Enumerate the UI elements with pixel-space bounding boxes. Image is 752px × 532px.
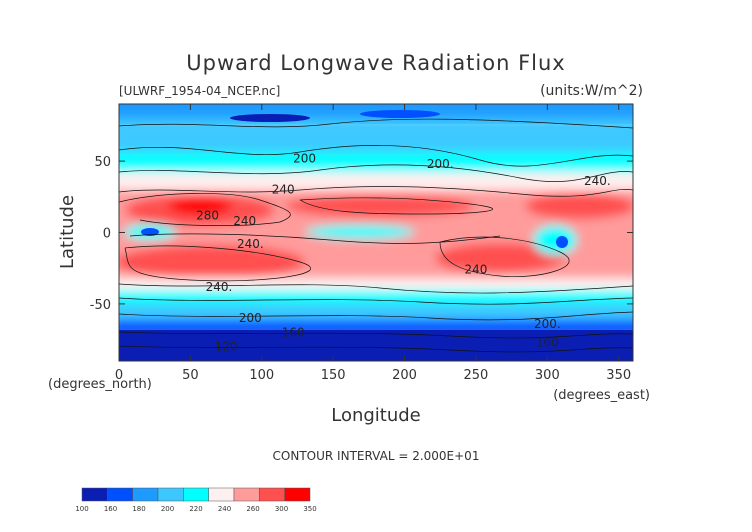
contour-label: 200 <box>239 311 262 325</box>
colorbar-tick-label: 160 <box>104 505 117 513</box>
x-unit-label: (degrees_east) <box>553 388 650 403</box>
contour-label: 200 <box>293 151 316 165</box>
colorbar-swatch <box>284 487 311 502</box>
colorbar-swatch <box>157 487 184 502</box>
contour-label-group: 200 200. 240 240. 280 240 240. 240 240. 200 160 120… <box>196 151 611 353</box>
contour-label: 160 <box>282 325 305 339</box>
x-tick-label: 50 <box>182 368 199 383</box>
hot-south-central <box>435 243 565 273</box>
colorbar-swatch <box>81 487 108 502</box>
contour-line <box>119 144 633 167</box>
contour-label: 240 <box>233 214 256 228</box>
band-south-sub <box>119 278 633 292</box>
x-axis: 0 50 100 150 200 250 300 350 <box>115 104 631 383</box>
contour-line <box>129 233 501 244</box>
y-unit-label: (degrees_north) <box>48 377 152 392</box>
colorbar-tick-label: 260 <box>246 505 259 513</box>
contour-lines <box>119 118 633 353</box>
x-tick-label: 200 <box>392 368 417 383</box>
hot-core-north <box>168 197 232 215</box>
x-tick-label: 150 <box>321 368 346 383</box>
hot-pacific-east <box>525 193 633 219</box>
contour-label: 240 <box>272 183 295 197</box>
contour-line <box>119 193 291 226</box>
cool-equator-east <box>533 225 577 255</box>
contour-line <box>124 245 311 282</box>
x-tick-label: 300 <box>535 368 560 383</box>
cold-spot-equator-east <box>556 236 568 248</box>
band-south-cyan <box>119 290 633 306</box>
colorbar-tick-label: 240 <box>218 505 231 513</box>
contour-label: 200. <box>534 317 561 331</box>
cold-spot-equator <box>141 228 159 236</box>
contour-line <box>119 283 633 294</box>
colorbar-swatch <box>107 487 133 502</box>
x-tick-label: 350 <box>606 368 631 383</box>
units-label: (units:W/m^2) <box>540 83 643 99</box>
colorbar-swatch <box>208 487 235 502</box>
contour-line <box>299 197 493 215</box>
cool-equator-centre <box>305 225 415 239</box>
contour-line <box>119 297 633 305</box>
colorbar-tick-label: 100 <box>75 505 88 513</box>
contour-label: 240. <box>237 237 264 251</box>
y-tick-label: 0 <box>103 227 111 242</box>
contour-label: 280 <box>196 208 219 222</box>
colorbar-swatch <box>183 487 209 502</box>
colorbar-swatch <box>233 487 260 502</box>
contour-label: 160 <box>536 335 559 349</box>
contour-line <box>119 311 633 321</box>
y-axis-label: Latitude <box>57 195 78 269</box>
hot-pacific-north <box>285 195 475 217</box>
colorbar-swatch <box>259 487 285 502</box>
y-tick-label: -50 <box>90 298 111 313</box>
y-axis: -50 0 50 <box>90 155 633 313</box>
chart-title: Upward Longwave Radiation Flux <box>186 51 565 75</box>
contour-label: 240. <box>584 174 611 188</box>
contour-interval-note: CONTOUR INTERVAL = 2.000E+01 <box>273 449 480 463</box>
colorbar-tick-label: 350 <box>303 505 316 513</box>
contour-line <box>439 236 570 277</box>
band-north-sub <box>119 172 633 194</box>
contour-label: 240. <box>206 280 233 294</box>
colorbar-tick-label: 300 <box>275 505 288 513</box>
colorbar-tick-label: 220 <box>189 505 202 513</box>
contour-label: 240 <box>464 263 487 277</box>
contour-line <box>119 331 633 339</box>
heatmap-field: 200 200. 240 240. 280 240 240. 240 240. 200 160 120… <box>119 104 633 361</box>
contour-line <box>119 345 633 353</box>
colorbar: 100 160 180 200 220 240 260 300 350 <box>75 487 317 513</box>
x-tick-label: 100 <box>249 368 274 383</box>
contour-line <box>119 186 633 197</box>
y-tick-label: 50 <box>94 155 111 170</box>
contour-line <box>119 118 633 129</box>
contour-line <box>119 164 633 182</box>
colorbar-tick-label: 200 <box>161 505 174 513</box>
x-tick-label: 250 <box>464 368 489 383</box>
colorbar-tick-label: 180 <box>132 505 145 513</box>
band-north-cyan <box>119 152 633 174</box>
cold-spot-north-b <box>360 110 440 118</box>
x-tick-label: 0 <box>115 368 123 383</box>
colorbar-swatch <box>132 487 159 502</box>
x-axis-label: Longitude <box>331 405 421 426</box>
contour-label: 120 <box>215 340 238 354</box>
contour-label: 200. <box>427 157 454 171</box>
dataset-label: [ULWRF_1954-04_NCEP.nc] <box>119 84 280 98</box>
hot-south-west <box>119 245 305 279</box>
cold-spot-north-a <box>230 114 310 122</box>
